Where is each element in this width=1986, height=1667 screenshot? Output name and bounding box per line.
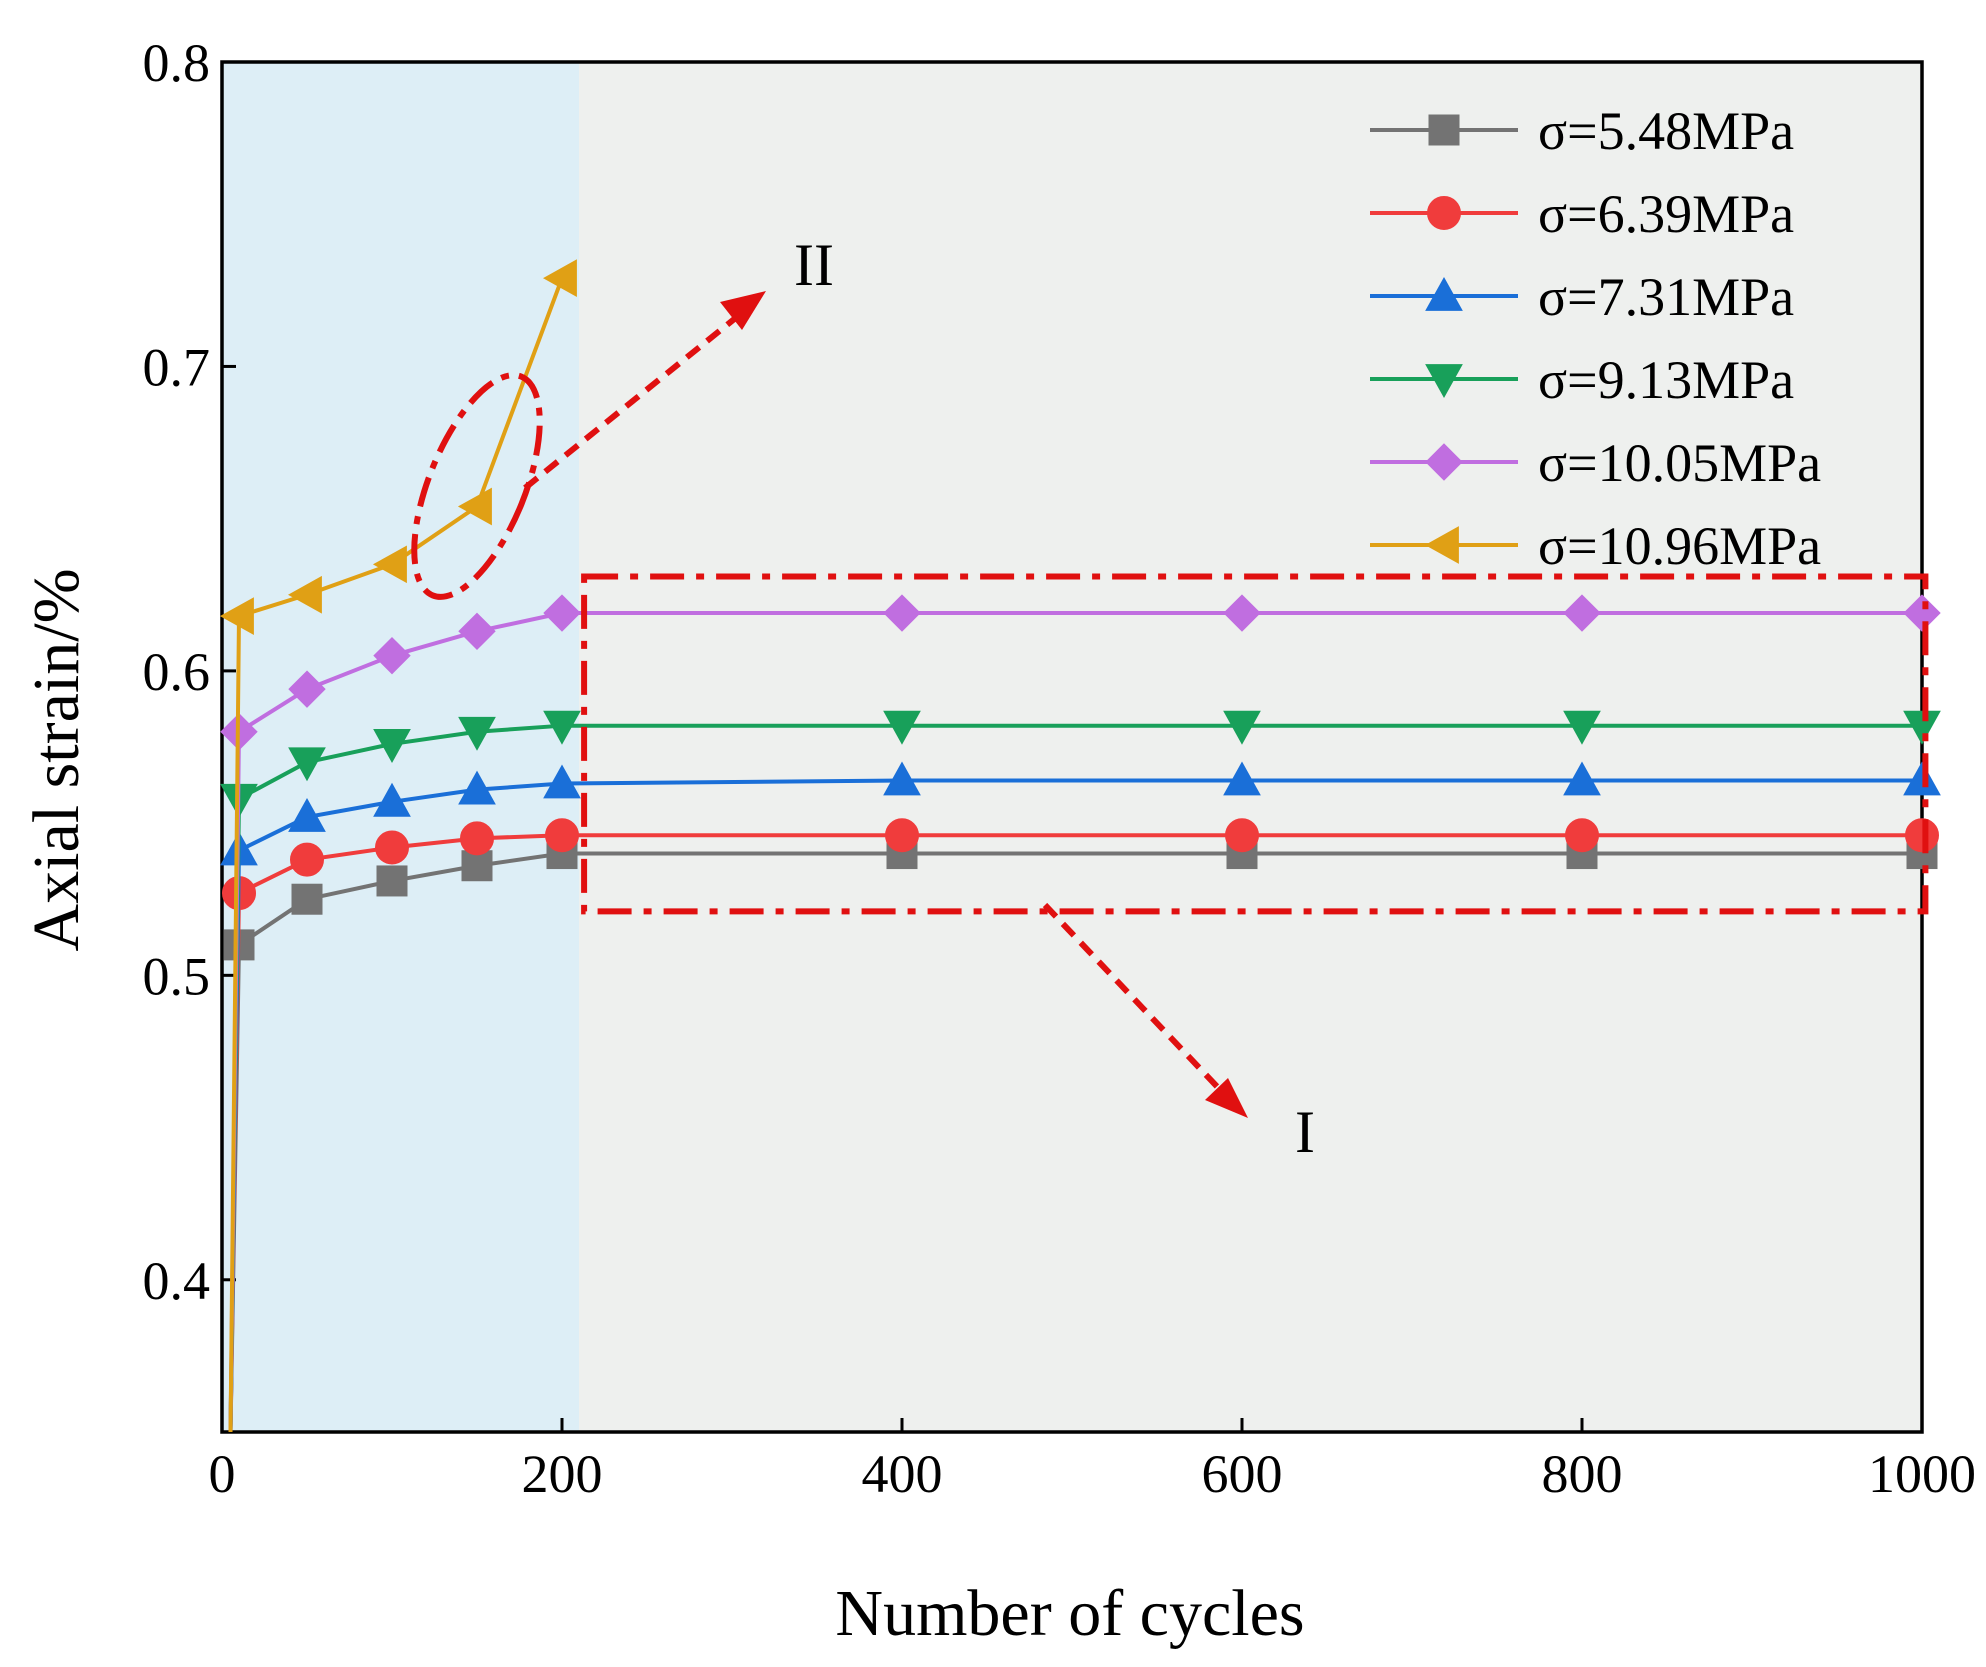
annotations bbox=[411, 291, 1929, 1118]
legend-label: σ=10.05MPa bbox=[1538, 433, 1821, 493]
y-tick-label: 0.8 bbox=[143, 33, 211, 93]
legend-item: σ=10.05MPa bbox=[1370, 433, 1821, 493]
data-point bbox=[460, 821, 494, 856]
data-point bbox=[1563, 761, 1601, 796]
series-line bbox=[228, 723, 1922, 1433]
legend-marker bbox=[1425, 443, 1463, 481]
data-point bbox=[376, 865, 408, 897]
legend-label: σ=5.48MPa bbox=[1538, 101, 1794, 161]
arrow-i-shaft bbox=[1042, 902, 1228, 1098]
shaded-region-2 bbox=[579, 62, 1922, 1432]
x-tick-label: 800 bbox=[1542, 1444, 1623, 1504]
region-label-ii: II bbox=[794, 232, 834, 298]
series-line bbox=[228, 277, 564, 1433]
series-2 bbox=[222, 818, 1939, 1433]
series-6 bbox=[219, 259, 577, 1433]
region-i-box bbox=[581, 573, 1929, 915]
legend-item: σ=7.31MPa bbox=[1370, 267, 1794, 327]
series-3 bbox=[220, 761, 1941, 1433]
series-5 bbox=[220, 594, 1941, 1433]
data-point bbox=[1223, 710, 1261, 745]
data-point bbox=[461, 850, 493, 882]
data-point bbox=[290, 842, 324, 877]
legend-item: σ=6.39MPa bbox=[1370, 184, 1794, 244]
data-point bbox=[372, 545, 407, 584]
x-tick-label: 1000 bbox=[1868, 1444, 1976, 1504]
data-point bbox=[545, 818, 579, 853]
legend-label: σ=9.13MPa bbox=[1538, 350, 1794, 410]
data-point bbox=[1563, 594, 1601, 632]
arrow-ii-head bbox=[720, 291, 766, 330]
legend-marker bbox=[1425, 364, 1463, 399]
data-point bbox=[291, 883, 323, 915]
series-line bbox=[228, 778, 1922, 1433]
data-point bbox=[1223, 594, 1261, 632]
y-tick-label: 0.7 bbox=[143, 337, 211, 397]
background-regions bbox=[222, 62, 1922, 1432]
y-tick-label: 0.5 bbox=[143, 946, 211, 1006]
data-point bbox=[883, 710, 921, 745]
legend-marker bbox=[1428, 114, 1460, 146]
data-point bbox=[373, 729, 411, 763]
data-point bbox=[543, 710, 581, 745]
region-label-i: I bbox=[1295, 1099, 1315, 1165]
series-1 bbox=[223, 838, 1938, 1433]
legend-label: σ=6.39MPa bbox=[1538, 184, 1794, 244]
data-point bbox=[288, 747, 326, 782]
arrow-i-head bbox=[1205, 1078, 1248, 1118]
legend-item: σ=5.48MPa bbox=[1370, 101, 1794, 161]
data-point bbox=[542, 259, 577, 298]
data-point bbox=[1563, 710, 1601, 745]
data-point bbox=[458, 770, 496, 805]
data-point bbox=[288, 797, 326, 832]
legend: σ=5.48MPa σ=6.39MPa σ=7.31MPa σ=9.13MPa σ=10… bbox=[1370, 101, 1821, 576]
legend-label: σ=10.96MPa bbox=[1538, 516, 1821, 576]
data-point bbox=[373, 636, 411, 675]
series-line bbox=[228, 851, 1922, 1433]
series-line bbox=[228, 611, 1922, 1433]
series-line bbox=[228, 833, 1922, 1433]
plot-frame bbox=[220, 60, 1924, 1434]
legend-marker bbox=[1425, 276, 1463, 311]
x-axis-title: Number of cycles bbox=[835, 1577, 1304, 1650]
data-point bbox=[375, 830, 409, 865]
data-point bbox=[543, 594, 581, 632]
data-point bbox=[1903, 594, 1941, 632]
data-point bbox=[1223, 761, 1261, 796]
region-ii-ellipse bbox=[411, 372, 543, 600]
legend-label: σ=7.31MPa bbox=[1538, 267, 1794, 327]
x-tick-label: 600 bbox=[1202, 1444, 1283, 1504]
data-point bbox=[457, 487, 492, 526]
data-point bbox=[373, 782, 411, 817]
data-point bbox=[288, 670, 326, 708]
x-tick-label: 200 bbox=[522, 1444, 603, 1504]
data-point bbox=[543, 764, 581, 799]
series-layer bbox=[219, 259, 1941, 1433]
data-point bbox=[1905, 818, 1939, 853]
data-point bbox=[1903, 710, 1941, 745]
y-tick-label: 0.4 bbox=[143, 1251, 211, 1311]
data-point bbox=[458, 612, 496, 651]
legend-item: σ=9.13MPa bbox=[1370, 350, 1794, 410]
data-point bbox=[1565, 818, 1599, 853]
data-point bbox=[287, 575, 322, 614]
axes: 0 200 400 600 800 1000 0.4 0.5 0.6 0.7 0.8 bbox=[143, 33, 1977, 1504]
legend-marker bbox=[1427, 196, 1461, 230]
y-tick-label: 0.6 bbox=[143, 642, 211, 702]
legend-marker bbox=[1424, 526, 1459, 564]
y-axis-title: Axial strain/% bbox=[20, 568, 93, 951]
data-point bbox=[1225, 818, 1259, 853]
data-point bbox=[883, 761, 921, 796]
data-point bbox=[458, 716, 496, 751]
data-point bbox=[219, 597, 254, 635]
arrow-ii-shaft bbox=[523, 313, 740, 491]
data-point bbox=[883, 594, 921, 632]
x-tick-label: 0 bbox=[209, 1444, 236, 1504]
data-point bbox=[1903, 761, 1941, 796]
legend-item: σ=10.96MPa bbox=[1370, 516, 1821, 576]
x-tick-label: 400 bbox=[862, 1444, 943, 1504]
data-point bbox=[885, 818, 919, 853]
